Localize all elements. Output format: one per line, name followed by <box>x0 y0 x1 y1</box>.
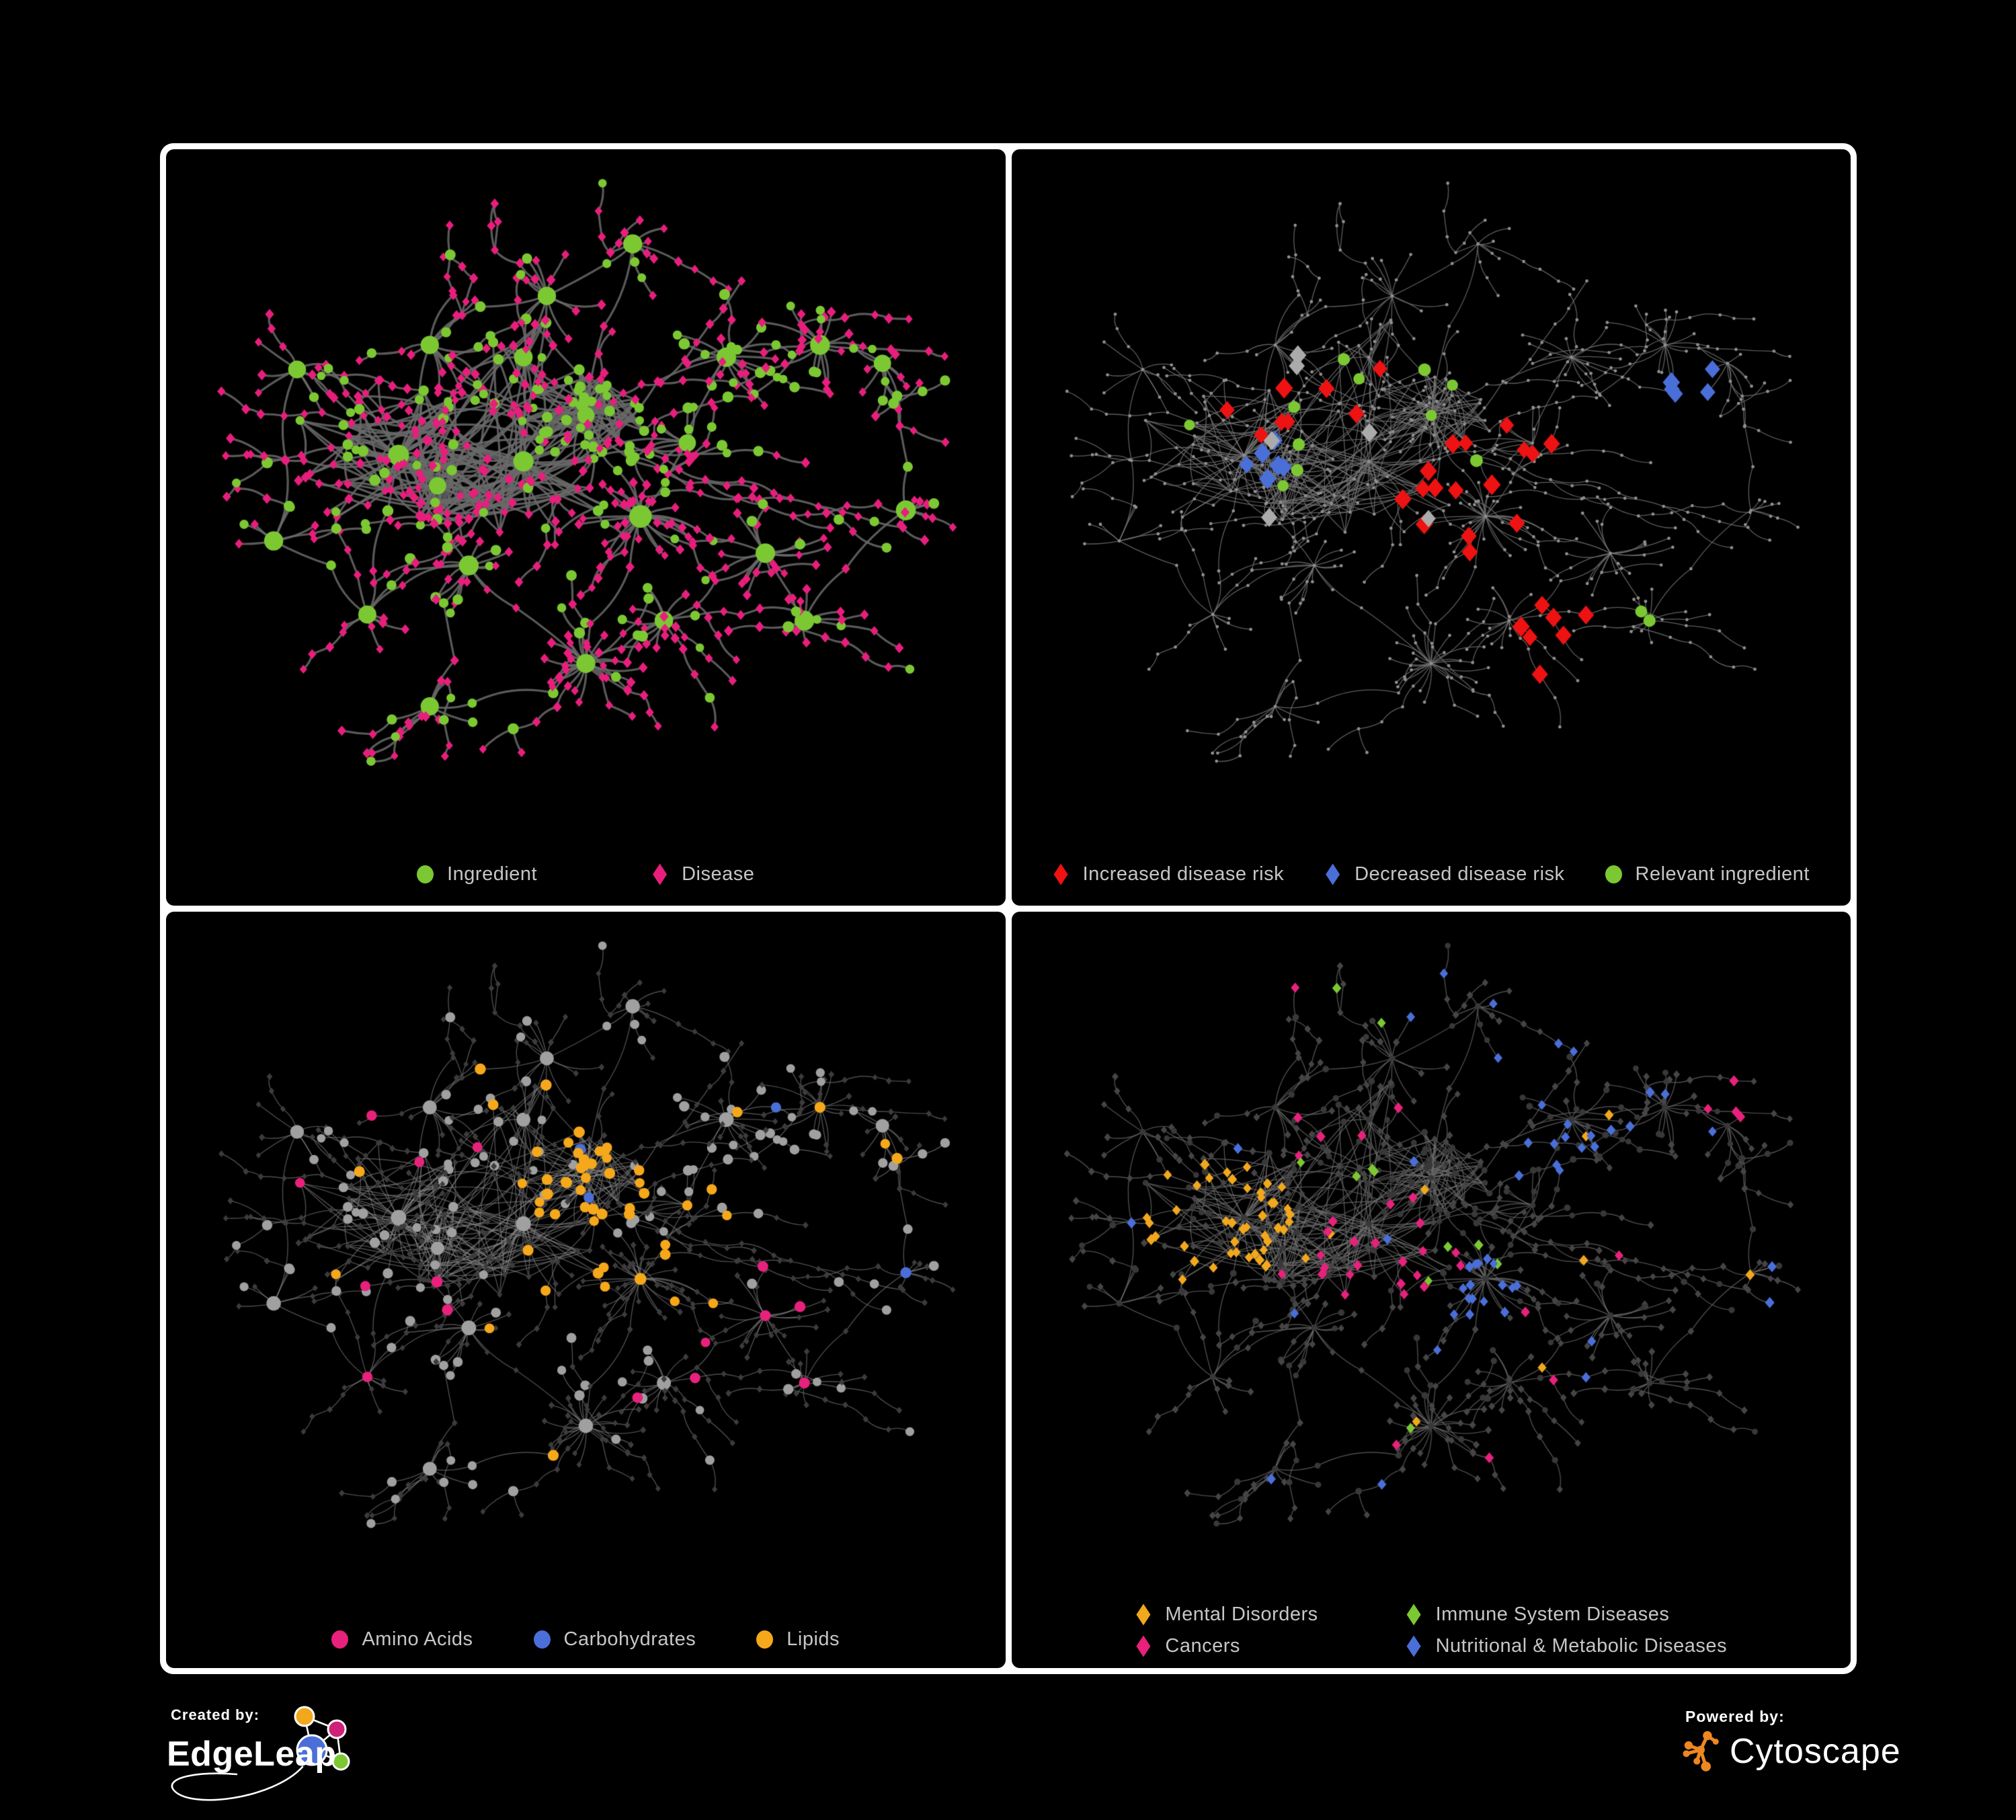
panel-ingredient-disease-network: Ingredient Disease <box>166 149 1006 906</box>
legend-item: Carbohydrates <box>533 1628 696 1651</box>
legend-swatch-diamond <box>1406 1635 1421 1657</box>
legend-item: Nutritional & Metabolic Diseases <box>1406 1635 1727 1657</box>
disease-classes-network-canvas <box>1011 912 1851 1668</box>
disease-risk-network-canvas <box>1011 149 1851 906</box>
legend-swatch-circle <box>533 1630 551 1649</box>
legend-swatch-circle <box>1605 865 1622 883</box>
legend-ingredient-disease: Ingredient Disease <box>166 863 1006 885</box>
nutrient-classes-network-canvas <box>166 912 1006 1668</box>
edgeleap-wordmark: EdgeLeap <box>167 1735 337 1774</box>
legend-swatch-diamond <box>1136 1635 1151 1657</box>
legend-label: Disease <box>682 863 755 885</box>
edgeleap-magenta-node <box>327 1719 347 1739</box>
panel-grid-frame: Ingredient Disease Increased disease risk… <box>160 143 1857 1674</box>
legend-swatch-circle <box>331 1630 349 1649</box>
legend-label: Relevant ingredient <box>1635 863 1810 885</box>
panel-nutrient-classes-network: Amino Acids Carbohydrates Lipids <box>166 912 1006 1668</box>
legend-item: Lipids <box>756 1628 840 1651</box>
legend-disease-classes: Mental Disorders Immune System Diseases Ca… <box>1012 1604 1851 1657</box>
legend-label: Decreased disease risk <box>1355 863 1565 885</box>
ingredient-disease-network-canvas <box>166 149 1006 906</box>
legend-item: Relevant ingredient <box>1605 863 1810 885</box>
panel-disease-classes-network: Mental Disorders Immune System Diseases Ca… <box>1011 912 1851 1668</box>
panel-disease-risk-network: Increased disease risk Decreased disease … <box>1011 149 1851 906</box>
legend-swatch-diamond <box>653 863 668 885</box>
created-by-block: Created by: EdgeLeap <box>161 1697 383 1820</box>
legend-item: Decreased disease risk <box>1324 863 1564 885</box>
legend-swatch-diamond <box>1406 1604 1421 1626</box>
legend-item: Immune System Diseases <box>1406 1604 1727 1626</box>
legend-label: Nutritional & Metabolic Diseases <box>1435 1635 1728 1657</box>
cytoscape-logo-icon <box>1683 1731 1719 1772</box>
legend-label: Mental Disorders <box>1165 1604 1318 1625</box>
legend-swatch-diamond <box>1136 1604 1151 1626</box>
legend-nutrient-classes: Amino Acids Carbohydrates Lipids <box>166 1628 1006 1651</box>
legend-label: Carbohydrates <box>563 1628 696 1650</box>
legend-swatch-circle <box>417 865 434 883</box>
legend-label: Cancers <box>1165 1635 1240 1657</box>
legend-label: Ingredient <box>447 863 538 885</box>
legend-label: Increased disease risk <box>1082 863 1285 885</box>
legend-swatch-diamond <box>1326 863 1340 885</box>
legend-item: Disease <box>651 863 754 885</box>
legend-item: Mental Disorders <box>1135 1604 1318 1626</box>
legend-item: Amino Acids <box>331 1628 473 1651</box>
edgeleap-blue-node <box>296 1734 328 1766</box>
legend-item: Increased disease risk <box>1053 863 1285 885</box>
edgeleap-orange-node <box>294 1706 315 1727</box>
legend-item: Ingredient <box>417 863 537 885</box>
edgeleap-logo: Created by: EdgeLeap <box>167 1706 350 1801</box>
edgeleap-green-node <box>331 1752 350 1771</box>
legend-swatch-circle <box>756 1630 774 1649</box>
edgeleap-swoop-stroke <box>171 1766 304 1801</box>
legend-swatch-diamond <box>1053 863 1068 885</box>
cytoscape-wordmark: Cytoscape <box>1730 1732 1901 1771</box>
created-by-caption: Created by: <box>171 1706 259 1723</box>
legend-item: Cancers <box>1135 1635 1318 1657</box>
powered-by-caption: Powered by: <box>1685 1708 1785 1725</box>
legend-label: Immune System Diseases <box>1435 1604 1670 1625</box>
legend-label: Amino Acids <box>362 1628 473 1650</box>
legend-label: Lipids <box>787 1628 840 1650</box>
legend-disease-risk: Increased disease risk Decreased disease … <box>1012 863 1851 885</box>
powered-by-block: Powered by: <box>1683 1708 1901 1773</box>
